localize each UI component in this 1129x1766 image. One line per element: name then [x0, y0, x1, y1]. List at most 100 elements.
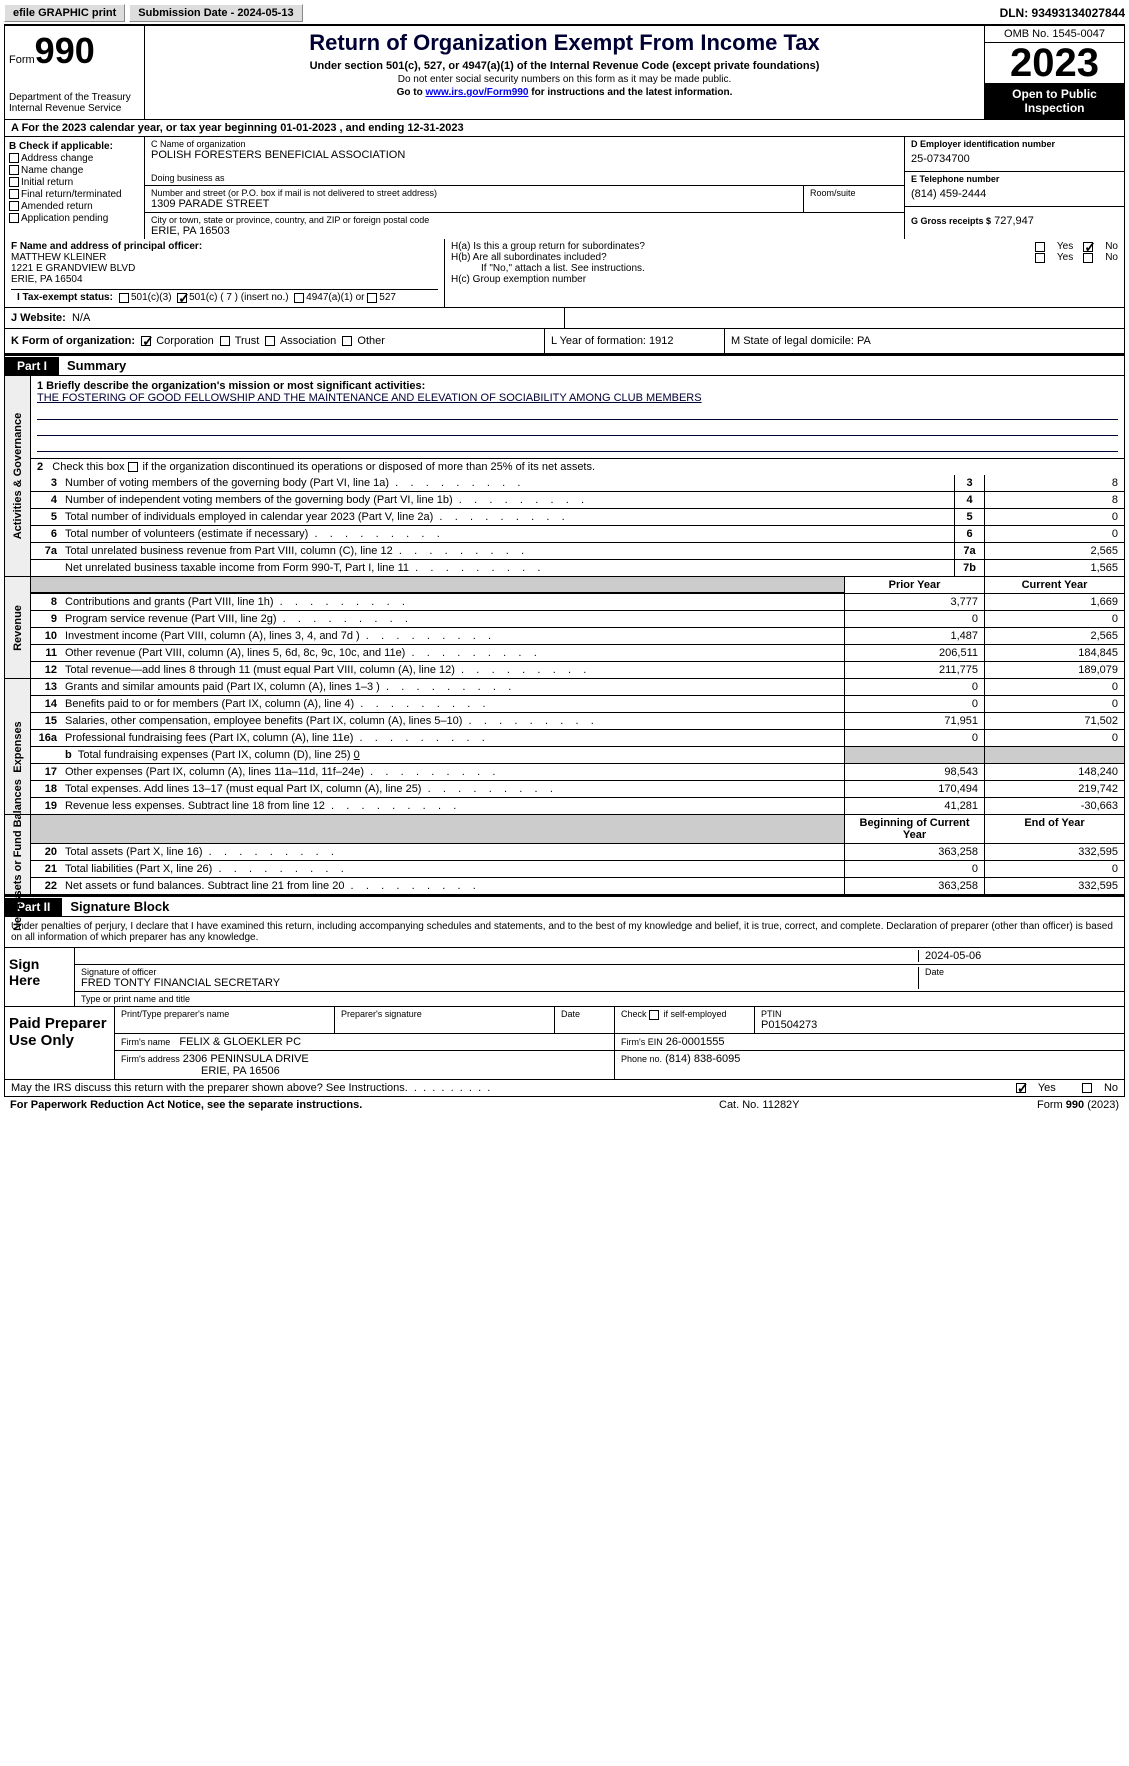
- firm-addr-label: Firm's address: [121, 1054, 180, 1064]
- cell-grey: [984, 747, 1124, 763]
- year-formation: L Year of formation: 1912: [545, 329, 725, 353]
- paid-preparer-label: Paid Preparer Use Only: [5, 1007, 115, 1079]
- signature-declaration: Under penalties of perjury, I declare th…: [4, 917, 1125, 947]
- sign-here-label: Sign Here: [5, 948, 75, 1006]
- officer-name: MATTHEW KLEINER: [11, 252, 438, 263]
- officer-label: F Name and address of principal officer:: [11, 241, 438, 252]
- side-revenue: Revenue: [5, 577, 31, 678]
- gross-receipts: 727,947: [994, 215, 1034, 227]
- self-employed-label: Check if self-employed: [621, 1009, 748, 1020]
- chk-501c3[interactable]: [119, 293, 129, 303]
- hb-label: H(b) Are all subordinates included?: [451, 252, 1035, 263]
- ha-label: H(a) Is this a group return for subordin…: [451, 241, 1035, 252]
- lbl-other: Other: [357, 335, 385, 347]
- telephone: (814) 459-2444: [911, 184, 1118, 204]
- chk-ha-no[interactable]: [1083, 242, 1093, 252]
- chk-discontinued[interactable]: [128, 462, 138, 472]
- chk-ha-yes[interactable]: [1035, 242, 1045, 252]
- lbl-no: No: [1105, 241, 1118, 252]
- lbl-no2: No: [1105, 252, 1118, 263]
- col-b-label: B Check if applicable:: [9, 141, 140, 152]
- lbl-501c: 501(c) ( 7 ) (insert no.): [189, 292, 288, 303]
- date-label: Date: [925, 967, 1118, 977]
- officer-addr2: ERIE, PA 16504: [11, 274, 438, 285]
- chk-address-change[interactable]: [9, 153, 19, 163]
- website-label: J Website:: [11, 312, 66, 324]
- chk-501c[interactable]: [177, 293, 187, 303]
- lbl-no3: No: [1104, 1082, 1118, 1094]
- lbl-corp: Corporation: [156, 335, 213, 347]
- street-address: 1309 PARADE STREET: [151, 198, 797, 210]
- tel-label: E Telephone number: [911, 174, 1118, 184]
- lbl-501c3: 501(c)(3): [131, 292, 172, 303]
- irs-link[interactable]: www.irs.gov/Form990: [425, 87, 528, 98]
- form-number: 990: [35, 30, 95, 72]
- form-title: Return of Organization Exempt From Incom…: [153, 30, 976, 56]
- firm-addr2: ERIE, PA 16506: [121, 1065, 280, 1077]
- chk-hb-yes[interactable]: [1035, 253, 1045, 263]
- blank-line: [37, 422, 1118, 436]
- name-label: C Name of organization: [151, 139, 898, 149]
- chk-self-employed[interactable]: [649, 1010, 659, 1020]
- efile-print-button[interactable]: efile GRAPHIC print: [4, 4, 125, 22]
- current-year-header: Current Year: [984, 577, 1124, 593]
- chk-discuss-yes[interactable]: [1016, 1083, 1026, 1093]
- mission-text: THE FOSTERING OF GOOD FELLOWSHIP AND THE…: [37, 392, 702, 404]
- firm-phone: (814) 838-6095: [665, 1053, 740, 1065]
- lbl-name-change: Name change: [21, 165, 83, 176]
- kform-label: K Form of organization:: [11, 335, 135, 347]
- chk-amended[interactable]: [9, 201, 19, 211]
- chk-527[interactable]: [367, 293, 377, 303]
- chk-application-pending[interactable]: [9, 213, 19, 223]
- lbl-4947: 4947(a)(1) or: [306, 292, 364, 303]
- end-year-header: End of Year: [984, 815, 1124, 843]
- hc-label: H(c) Group exemption number: [451, 274, 1118, 285]
- type-name-label: Type or print name and title: [81, 994, 190, 1004]
- lbl-amended: Amended return: [21, 201, 93, 212]
- website-value: N/A: [72, 312, 90, 324]
- chk-name-change[interactable]: [9, 165, 19, 175]
- firm-phone-label: Phone no.: [621, 1054, 662, 1064]
- chk-trust[interactable]: [220, 336, 230, 346]
- tax-status-label: I Tax-exempt status:: [11, 290, 119, 305]
- side-net-assets: Net Assets or Fund Balances: [5, 815, 31, 894]
- dba-label: Doing business as: [151, 173, 898, 183]
- part1-tab: Part I: [5, 357, 59, 375]
- chk-other[interactable]: [342, 336, 352, 346]
- lbl-initial-return: Initial return: [21, 177, 73, 188]
- discuss-text: May the IRS discuss this return with the…: [11, 1082, 1016, 1094]
- firm-ein-label: Firm's EIN: [621, 1037, 663, 1047]
- chk-discuss-no[interactable]: [1082, 1083, 1092, 1093]
- room-label: Room/suite: [810, 188, 898, 198]
- chk-assoc[interactable]: [265, 336, 275, 346]
- officer-addr1: 1221 E GRANDVIEW BLVD: [11, 263, 438, 274]
- lbl-address-change: Address change: [21, 153, 93, 164]
- dept-treasury: Department of the Treasury Internal Reve…: [9, 92, 140, 114]
- state-domicile: M State of legal domicile: PA: [725, 329, 1124, 353]
- city-state-zip: ERIE, PA 16503: [151, 225, 898, 237]
- firm-name: FELIX & GLOEKLER PC: [179, 1036, 301, 1048]
- chk-4947[interactable]: [294, 293, 304, 303]
- chk-hb-no[interactable]: [1083, 253, 1093, 263]
- prior-year-header: Prior Year: [844, 577, 984, 593]
- preparer-date-label: Date: [561, 1009, 608, 1019]
- lbl-yes2: Yes: [1057, 252, 1073, 263]
- chk-initial-return[interactable]: [9, 177, 19, 187]
- chk-corp[interactable]: [141, 336, 151, 346]
- open-inspection: Open to Public Inspection: [985, 83, 1124, 119]
- preparer-name-label: Print/Type preparer's name: [121, 1009, 328, 1019]
- side-governance: Activities & Governance: [5, 376, 31, 576]
- goto-pre: Go to: [397, 87, 426, 98]
- hb-note: If "No," attach a list. See instructions…: [451, 263, 1118, 274]
- line1-label: 1 Briefly describe the organization's mi…: [37, 380, 425, 392]
- form-word: Form: [9, 54, 35, 66]
- blank-line: [37, 438, 1118, 452]
- chk-final-return[interactable]: [9, 189, 19, 199]
- officer-signature-name: FRED TONTY FINANCIAL SECRETARY: [81, 977, 918, 989]
- sign-date: 2024-05-06: [918, 950, 1118, 962]
- goto-post: for instructions and the latest informat…: [531, 87, 732, 98]
- city-label: City or town, state or province, country…: [151, 215, 898, 225]
- ein: 25-0734700: [911, 149, 1118, 169]
- ptin-label: PTIN: [761, 1009, 1118, 1019]
- lbl-application-pending: Application pending: [21, 213, 108, 224]
